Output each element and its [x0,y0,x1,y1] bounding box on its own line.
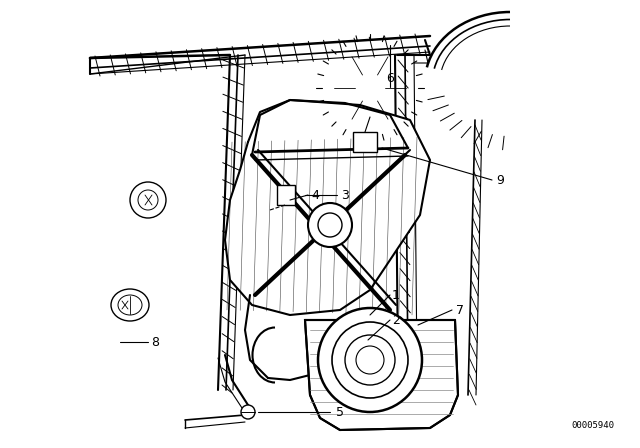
Text: 4: 4 [311,189,319,202]
Ellipse shape [118,295,142,315]
Text: 1: 1 [392,289,400,302]
Text: 5: 5 [336,405,344,418]
Polygon shape [305,320,458,430]
Ellipse shape [111,289,149,321]
Circle shape [345,335,395,385]
Text: 3: 3 [341,189,349,202]
Circle shape [308,203,352,247]
Text: 9: 9 [496,173,504,186]
Polygon shape [225,100,430,315]
Bar [277,185,295,205]
Circle shape [138,190,158,210]
Circle shape [130,182,166,218]
Text: 6: 6 [386,72,394,85]
Circle shape [318,213,342,237]
Text: 00005940: 00005940 [572,421,614,430]
Circle shape [241,405,255,419]
Circle shape [332,322,408,398]
Circle shape [356,346,384,374]
Text: 7: 7 [456,303,464,316]
Circle shape [318,308,422,412]
Text: 2: 2 [392,314,400,327]
Bar [353,132,377,152]
Text: 8: 8 [151,336,159,349]
